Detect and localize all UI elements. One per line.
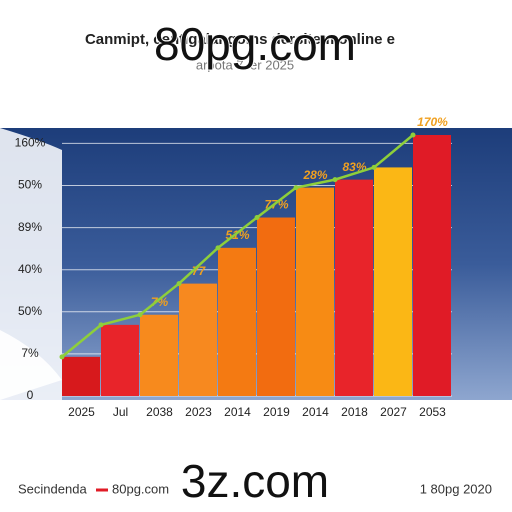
- trend-point: [176, 281, 182, 287]
- footer-left: Secindenda: [18, 481, 87, 496]
- bar: [413, 135, 451, 396]
- trend-point: [293, 185, 299, 191]
- watermark: 80pg.com: [154, 18, 356, 70]
- y-tick-label: 160%: [15, 136, 46, 150]
- bar: [62, 356, 100, 396]
- x-tick-label: 2027: [380, 405, 407, 419]
- bar-annotation: 28%: [302, 168, 327, 182]
- trend-point: [98, 322, 104, 328]
- background-wave: [0, 330, 62, 400]
- watermark: 3z.com: [181, 455, 329, 507]
- bar: [218, 247, 256, 396]
- bar: [179, 283, 217, 396]
- y-tick-label: 0: [27, 388, 34, 402]
- y-tick-label: 89%: [18, 220, 42, 234]
- x-tick-label: 2019: [263, 405, 290, 419]
- footer-right: 1 80pg 2020: [420, 481, 492, 496]
- y-tick-label: 50%: [18, 304, 42, 318]
- x-tick-label: 2023: [185, 405, 212, 419]
- background-wave: [0, 128, 62, 400]
- trend-point: [410, 132, 416, 138]
- x-tick-label: 2025: [68, 405, 95, 419]
- trend-point: [215, 245, 221, 251]
- bar: [335, 179, 373, 396]
- x-tick-label: 2018: [341, 405, 368, 419]
- chart-subtitle: arpota 7 ler 2025: [196, 57, 294, 72]
- trend-line: [61, 134, 414, 358]
- trend-point: [137, 312, 143, 318]
- bar: [257, 217, 295, 396]
- chart-title: Canmipt, centigalangoms dersitem online …: [85, 31, 395, 48]
- trend-point: [332, 177, 338, 183]
- y-tick-label: 50%: [18, 178, 42, 192]
- legend-label: 80pg.com: [112, 481, 169, 496]
- bar: [101, 324, 139, 396]
- trend-point: [59, 354, 65, 360]
- y-tick-label: 7%: [21, 346, 39, 360]
- bar: [296, 187, 334, 396]
- x-tick-label: Jul: [113, 405, 128, 419]
- bar: [140, 314, 178, 396]
- bar: [374, 167, 412, 396]
- trend-point: [371, 164, 377, 170]
- x-tick-label: 2014: [302, 405, 329, 419]
- bar-annotation: 170%: [417, 115, 448, 129]
- x-tick-label: 2014: [224, 405, 251, 419]
- x-tick-label: 2038: [146, 405, 173, 419]
- trend-point: [254, 215, 260, 221]
- y-tick-label: 40%: [18, 262, 42, 276]
- bar-annotation: 7%: [151, 295, 169, 309]
- x-tick-label: 2053: [419, 405, 446, 419]
